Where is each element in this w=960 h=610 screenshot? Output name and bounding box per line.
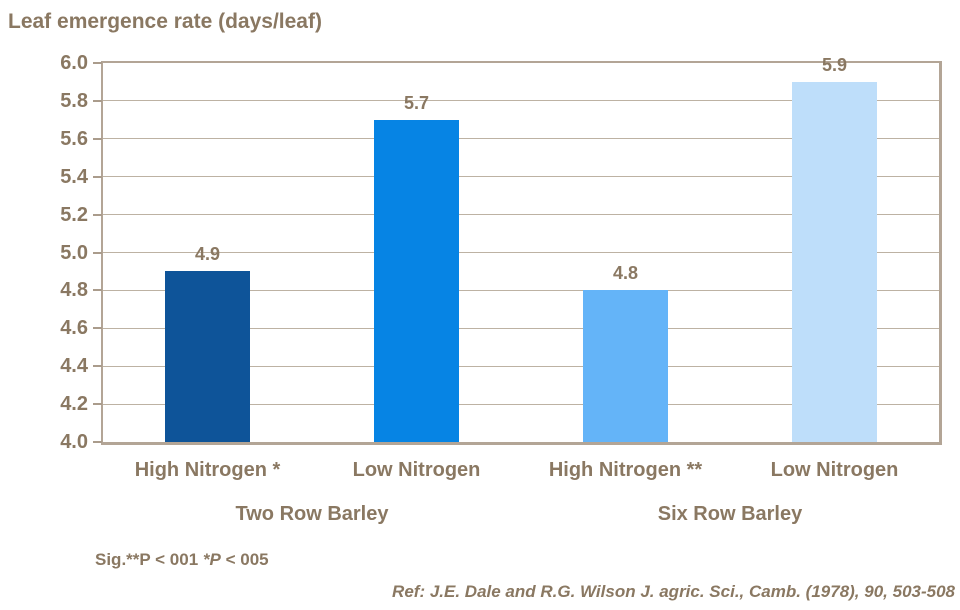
y-axis-tick-mark <box>93 137 102 140</box>
gridline <box>103 403 939 405</box>
y-axis-tick-label: 6.0 <box>60 52 88 74</box>
y-axis-tick-label: 4.4 <box>60 355 88 378</box>
plot-area <box>101 61 942 445</box>
y-axis-tick-mark <box>93 213 102 216</box>
y-axis-tick-mark <box>93 441 102 443</box>
gridline <box>103 176 939 178</box>
y-axis-tick-label: 5.2 <box>60 203 88 226</box>
x-axis-group-label: Two Row Barley <box>235 503 389 525</box>
y-axis-tick-label: 4.6 <box>60 317 88 340</box>
bar-1 <box>165 271 250 442</box>
y-axis-tick-label: 5.8 <box>60 89 88 112</box>
y-axis-tick-mark <box>93 403 102 406</box>
significance-note-suffix: < 005 <box>220 550 269 569</box>
y-axis-tick-label: 5.0 <box>60 241 88 264</box>
bar-value-label: 4.8 <box>612 263 639 284</box>
chart-title: Leaf emergence rate (days/leaf) <box>8 10 322 33</box>
y-axis-tick-label: 4.8 <box>60 279 88 302</box>
reference-citation: Ref: J.E. Dale and R.G. Wilson J. agric.… <box>392 582 955 601</box>
y-axis-tick-mark <box>93 62 102 64</box>
significance-note-italic: *P <box>202 550 221 569</box>
significance-note-prefix: Sig.**P < 001 <box>95 550 203 569</box>
y-axis-tick-mark <box>93 99 102 102</box>
y-axis-tick-mark <box>93 327 102 330</box>
gridline <box>103 365 939 367</box>
y-axis-tick-mark <box>93 289 102 292</box>
gridline <box>103 100 939 102</box>
significance-note: Sig.**P < 001 *P < 005 <box>95 550 269 570</box>
y-axis-tick-mark <box>93 365 102 368</box>
x-axis-category-label: Low Nitrogen <box>352 459 481 481</box>
x-axis-group-label: Six Row Barley <box>657 503 803 525</box>
gridline <box>103 289 939 291</box>
y-axis-tick-label: 5.6 <box>60 127 88 150</box>
x-axis-category-label: Low Nitrogen <box>770 459 899 481</box>
bar-value-label: 5.7 <box>403 92 430 113</box>
gridline <box>103 138 939 140</box>
x-axis-category-label: High Nitrogen * <box>134 459 281 481</box>
y-axis-tick-label: 4.2 <box>60 393 88 416</box>
bar-3 <box>583 290 668 442</box>
bar-value-label: 5.9 <box>821 54 848 75</box>
bar-2 <box>374 119 459 442</box>
gridline <box>103 214 939 216</box>
bar-4 <box>792 81 877 442</box>
y-axis-tick-mark <box>93 175 102 178</box>
y-axis-tick-mark <box>93 251 102 254</box>
y-axis-tick-label: 4.0 <box>60 431 88 453</box>
gridline <box>103 327 939 329</box>
y-axis-tick-label: 5.4 <box>60 165 88 188</box>
x-axis-category-label: High Nitrogen ** <box>548 459 703 481</box>
gridline <box>103 252 939 253</box>
bar-value-label: 4.9 <box>194 244 221 265</box>
